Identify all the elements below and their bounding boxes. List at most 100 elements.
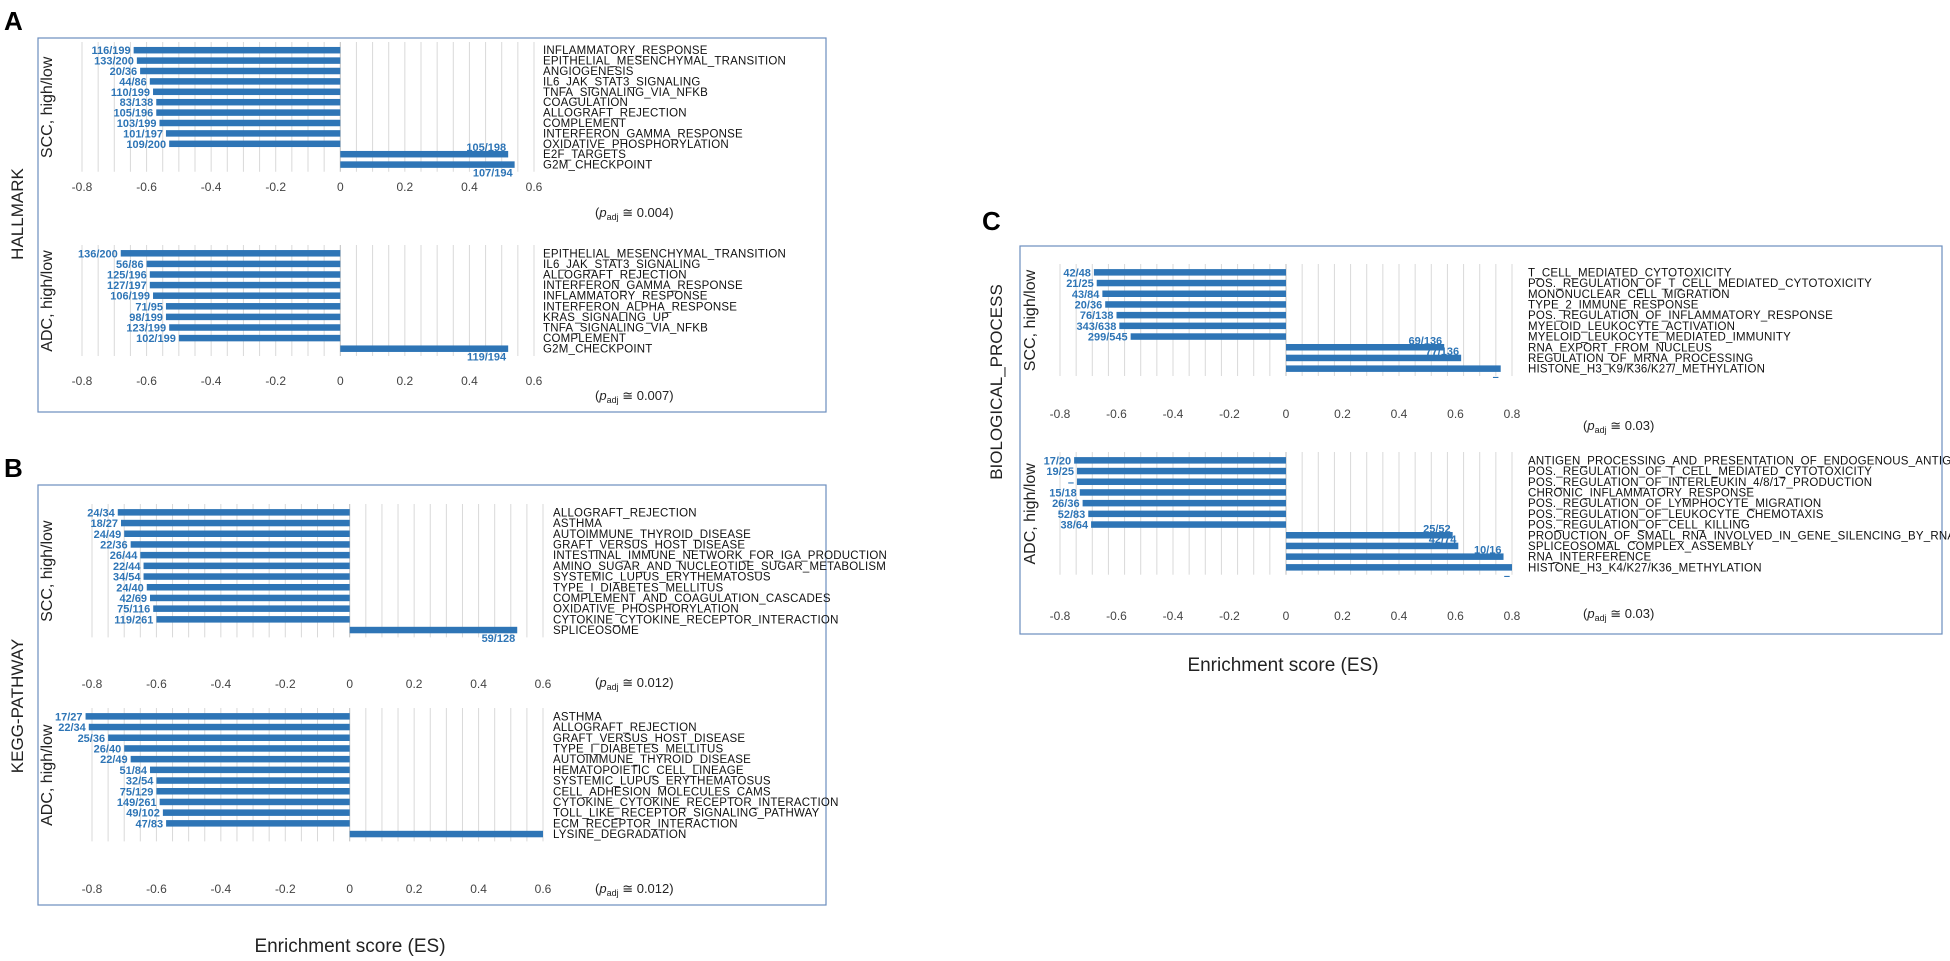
- term-label: ALLOGRAFT_REJECTION: [553, 507, 697, 519]
- term-label: ALLOGRAFT_REJECTION: [543, 270, 687, 282]
- bar: [156, 616, 350, 623]
- panel-letter-a: A: [4, 6, 23, 36]
- count-label: 136/200: [78, 248, 118, 260]
- count-label: 123/199: [126, 323, 166, 335]
- count-label: 42/74: [1429, 534, 1457, 546]
- count-label: 15/18: [1049, 487, 1077, 499]
- hallmark-scc-chart: -0.8 -0.6 -0.4 -0.2 0 0.2 0.4 0.6 SCC, high/low 1…: [39, 42, 786, 222]
- padj-annotation: (padj ≅ 0.004): [595, 205, 674, 222]
- count-label: 59/128: [482, 633, 516, 645]
- x-tick-label: -0.2: [1219, 609, 1240, 623]
- bar: [120, 519, 350, 527]
- term-label: AUTOIMMUNE_THYROID_DISEASE: [553, 529, 751, 541]
- count-label: 25/52: [1423, 523, 1451, 535]
- bar: [149, 271, 341, 278]
- x-tick-label: 0.2: [406, 882, 423, 896]
- term-label: SPLICEOSOMAL_COMPLEX_ASSEMBLY: [1528, 541, 1754, 553]
- bar: [133, 46, 341, 54]
- x-tick-label: -0.4: [211, 882, 232, 896]
- bar: [146, 260, 341, 268]
- hallmark-adc-chart: -0.8 -0.6 -0.4 -0.2 0 0.2 0.4 0.6 ADC, high/low 1…: [39, 245, 786, 405]
- count-label: 52/83: [1058, 509, 1086, 521]
- term-label: CYTOKINE_CYTOKINE_RECEPTOR_INTERACTION: [553, 614, 839, 626]
- x-tick-label: -0.2: [275, 882, 296, 896]
- term-label: ASTHMA: [553, 518, 602, 530]
- panel-c-frame: [1019, 245, 1943, 635]
- term-label: INTESTINAL_IMMUNE_NETWORK_FOR_IGA_PRODUC…: [553, 550, 887, 562]
- x-tick-label: -0.2: [275, 677, 296, 691]
- bar: [1116, 311, 1286, 319]
- term-label: AMINO_SUGAR_AND_NUCLEOTIDE_SUGAR_METABOL…: [553, 561, 886, 573]
- x-tick-label: 0: [346, 882, 353, 896]
- term-label: MONONUCLEAR_CELL_MIGRATION: [1528, 289, 1730, 301]
- term-label: ECM_RECEPTOR_INTERACTION: [553, 818, 738, 830]
- x-tick-label: 0.4: [461, 374, 478, 388]
- term-label: POS._REGULATION_OF_CELL_KILLING: [1528, 520, 1750, 532]
- term-label: SYSTEMIC_LUPUS_ERYTHEMATOSUS: [553, 572, 771, 584]
- count-label: 51/84: [119, 765, 147, 777]
- term-label: SYSTEMIC_LUPUS_ERYTHEMATOSUS: [553, 776, 771, 788]
- bar: [1130, 333, 1286, 340]
- term-label: ANGIOGENESIS: [543, 66, 634, 78]
- bar: [1093, 269, 1286, 276]
- padj-annotation: (padj ≅ 0.007): [595, 388, 674, 405]
- panel-letter-b: B: [4, 453, 23, 483]
- term-label: E2F_TARGETS: [543, 149, 626, 161]
- bar: [1286, 354, 1462, 362]
- bar: [143, 562, 350, 570]
- x-tick-label: -0.4: [211, 677, 232, 691]
- bar: [153, 88, 341, 96]
- bar: [1286, 365, 1501, 372]
- x-tick-label: -0.6: [136, 180, 157, 194]
- group-label-biological-process: BIOLOGICAL_PROCESS: [987, 284, 1006, 480]
- bar: [143, 573, 350, 580]
- count-label: 125/196: [107, 270, 147, 282]
- bar: [1119, 322, 1286, 330]
- count-label: 44/86: [119, 76, 147, 88]
- count-label: 17/20: [1044, 455, 1072, 467]
- x-tick-label: -0.8: [1050, 609, 1071, 623]
- bp-scc-chart: -0.8 -0.6 -0.4 -0.2 0 0.2 0.4 0.6 0.8 SCC, high/l…: [1022, 264, 1872, 435]
- count-label: 149/261: [117, 797, 157, 809]
- bar: [349, 626, 518, 634]
- count-label: 19/25: [1046, 466, 1074, 478]
- term-label: MYELOID_LEUKOCYTE_ACTIVATION: [1528, 321, 1735, 333]
- x-tick-label: -0.8: [82, 882, 103, 896]
- term-label: COAGULATION: [543, 97, 628, 109]
- bar: [165, 313, 341, 321]
- term-label: GRAFT_VERSUS_HOST_DISEASE: [553, 539, 745, 551]
- count-label: 103/199: [117, 118, 157, 130]
- term-label: POS._REGULATION_OF_INTERLEUKIN_4/8/17_PR…: [1528, 477, 1872, 489]
- bar: [140, 67, 341, 75]
- term-label: INTERFERON_GAMMA_RESPONSE: [543, 128, 743, 140]
- count-label: 69/136: [1409, 335, 1443, 347]
- bar: [165, 130, 341, 137]
- term-label: POS._REGULATION_OF_LEUKOCYTE_CHEMOTAXIS: [1528, 509, 1824, 521]
- y-axis-label: ADC, high/low: [39, 724, 56, 826]
- x-tick-label: 0.2: [1334, 407, 1351, 421]
- count-label: 83/138: [120, 97, 154, 109]
- bar: [1088, 510, 1286, 518]
- count-label: 20/36: [110, 66, 138, 78]
- term-label: GRAFT_VERSUS_HOST_DISEASE: [553, 733, 745, 745]
- count-label: 106/199: [110, 291, 150, 303]
- count-label: 116/199: [92, 45, 131, 57]
- term-label: POS._REGULATION_OF_T_CELL_MEDIATED_CYTOT…: [1528, 278, 1872, 290]
- count-label: 22/44: [113, 561, 141, 573]
- bar: [156, 98, 341, 106]
- bar: [153, 605, 350, 612]
- x-tick-label: -0.8: [1050, 407, 1071, 421]
- x-tick-label: 0.4: [461, 180, 478, 194]
- count-label: 119/261: [114, 614, 153, 626]
- term-label: AUTOIMMUNE_THYROID_DISEASE: [553, 754, 751, 766]
- bar: [149, 766, 350, 774]
- bar: [130, 755, 350, 763]
- bar: [340, 150, 509, 158]
- term-label: OXIDATIVE_PHOSPHORYLATION: [543, 139, 729, 151]
- x-tick-label: 0.6: [1447, 407, 1464, 421]
- term-label: TNFA_SIGNALING_VIA_NFKB: [543, 323, 708, 335]
- x-tick-label: -0.8: [72, 180, 93, 194]
- bar: [1082, 499, 1286, 507]
